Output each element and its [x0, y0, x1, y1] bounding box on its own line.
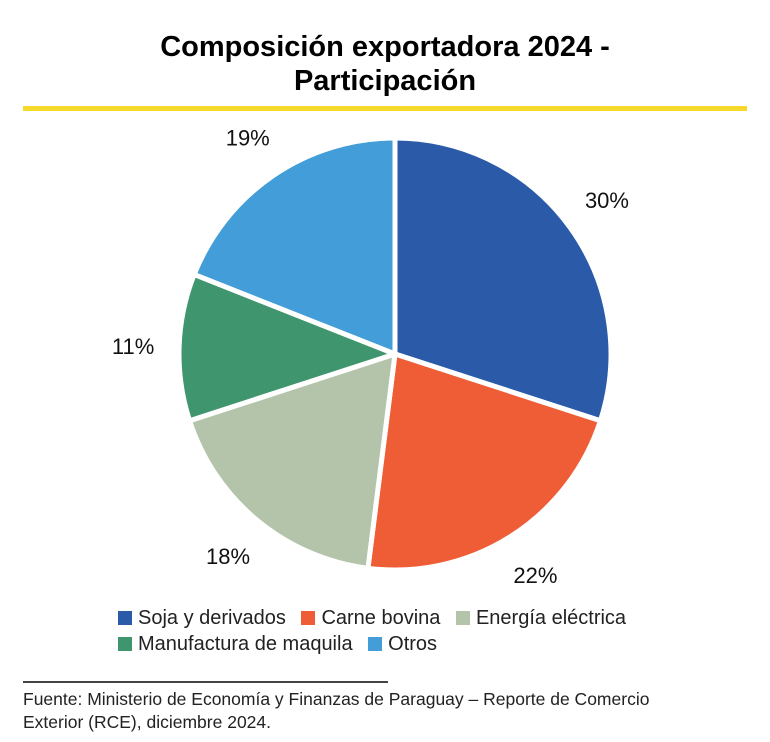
legend-label: Otros — [388, 633, 438, 655]
source-line-2: Exterior (RCE), diciembre 2024. — [23, 712, 271, 732]
source-line-1: Fuente: Ministerio de Economía y Finanza… — [23, 689, 650, 709]
legend-label: Soja y derivados — [138, 607, 286, 629]
slice-data-label: 18% — [206, 544, 250, 569]
pie-slice — [392, 135, 614, 424]
legend-item-otros: Otros — [368, 631, 437, 657]
slice-data-label: 19% — [226, 125, 270, 150]
slice-data-label: 22% — [513, 563, 557, 588]
legend-item-carne: Carne bovina — [301, 605, 440, 631]
chart-title-line-2: Participación — [293, 65, 477, 97]
legend-label: Energía eléctrica — [475, 607, 627, 629]
pie-slice — [191, 135, 398, 357]
legend: Soja y derivados Carne bovina Energía el… — [118, 605, 636, 657]
pie-slice — [187, 351, 398, 571]
pie-chart: 30% 22% 18% 11% 19% — [112, 125, 629, 588]
legend-swatch — [118, 637, 132, 651]
slice-data-label: 11% — [112, 334, 154, 359]
source-note: Fuente: Ministerio de Economía y Finanza… — [23, 688, 763, 734]
chart-title-line-1: Composición exportadora 2024 - — [160, 31, 610, 63]
chart-title: Composición exportadora 2024 - Participa… — [0, 30, 770, 98]
legend-label: Manufactura de maquila — [138, 633, 353, 655]
legend-label: Carne bovina — [321, 607, 441, 629]
legend-item-soja: Soja y derivados — [118, 605, 286, 631]
legend-swatch — [368, 637, 383, 651]
pie-slice — [176, 271, 398, 424]
title-underline — [23, 106, 747, 111]
legend-swatch — [301, 611, 316, 625]
legend-swatch — [455, 611, 470, 625]
legend-item-maquila: Manufactura de maquila — [118, 631, 353, 657]
slice-data-label: 30% — [585, 188, 629, 213]
pie-slice — [365, 351, 603, 573]
legend-swatch — [118, 611, 132, 625]
legend-item-energia: Energía eléctrica — [455, 605, 627, 631]
source-divider — [23, 681, 388, 683]
